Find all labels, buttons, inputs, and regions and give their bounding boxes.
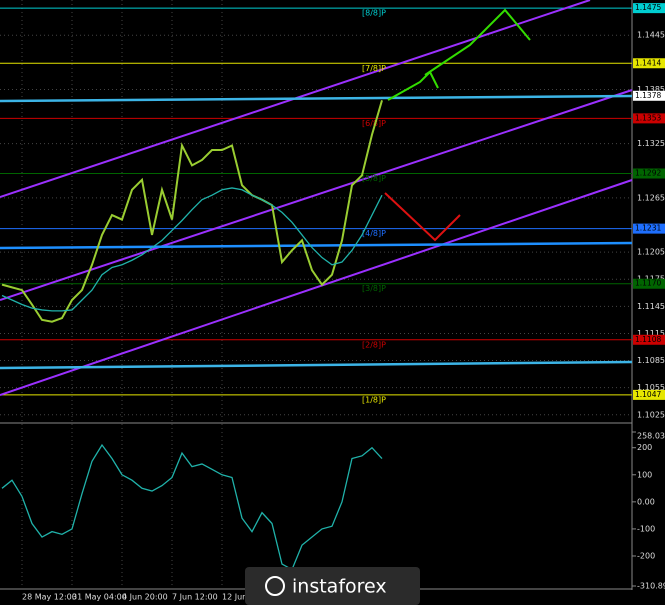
y-tick-label: 1.1445 <box>637 31 665 40</box>
level-label: [7/8]P <box>362 64 386 73</box>
level-box <box>633 113 665 124</box>
last-price-box <box>633 90 665 101</box>
level-value: 1.1108 <box>635 335 661 344</box>
level-value: 1.1170 <box>635 279 661 288</box>
level-box <box>633 334 665 345</box>
series-line <box>1 100 383 323</box>
y-tick-label: 1.1025 <box>637 410 665 419</box>
forecast-arrows <box>384 8 531 242</box>
support-line <box>0 360 633 370</box>
x-tick-label: 12 Jun <box>222 593 247 602</box>
y-tick-label: 1.1145 <box>637 302 665 311</box>
y-tick-label: 1.1205 <box>637 248 665 257</box>
level-value: 1.1047 <box>635 390 661 399</box>
level-label: [2/8]P <box>362 340 386 349</box>
level-value: 1.1414 <box>635 58 661 67</box>
series-line <box>1 443 383 571</box>
level-value: 1.1292 <box>635 168 661 177</box>
y-tick-label: -200 <box>637 551 655 560</box>
level-box <box>633 389 665 400</box>
arrow <box>424 8 531 76</box>
support-line <box>0 94 633 103</box>
support-line <box>0 241 633 250</box>
level-box <box>633 223 665 234</box>
y-tick-label: 200 <box>637 443 652 452</box>
x-tick-label: 28 May 12:00 <box>22 593 77 602</box>
y-tick-label: 1.1325 <box>637 139 665 148</box>
x-tick-label: 4 Jun 20:00 <box>122 593 168 602</box>
arrow <box>384 192 461 242</box>
y-tick-label: -310.896 <box>637 582 665 591</box>
y-tick-label: 1.1385 <box>637 85 665 94</box>
level-label: [4/8]P <box>362 229 386 238</box>
level-box <box>633 278 665 289</box>
level-label: [3/8]P <box>362 284 386 293</box>
level-box <box>633 168 665 179</box>
watermark: instaforex <box>292 576 387 598</box>
x-tick-label: 31 May 04:00 <box>72 593 127 602</box>
y-tick-label: 100 <box>637 470 652 479</box>
arrow <box>387 70 439 101</box>
level-box <box>633 58 665 69</box>
y-tick-label: 1.1085 <box>637 356 665 365</box>
level-value: 1.1475 <box>635 3 661 12</box>
level-box <box>633 3 665 14</box>
watermark-box: instaforex <box>245 567 420 605</box>
y-tick-label: 1.1265 <box>637 193 665 202</box>
last-price: 1.1378 <box>635 91 661 100</box>
y-tick-label: 1.1115 <box>637 329 665 338</box>
logo <box>265 576 285 596</box>
y-tick-label: 1.1055 <box>637 383 665 392</box>
level-value: 1.1353 <box>635 113 661 122</box>
series-line <box>1 187 383 312</box>
level-label: [5/8]P <box>362 174 386 183</box>
y-tick-label: 0.00 <box>637 497 655 506</box>
channel-line <box>0 89 633 301</box>
level-label: [6/8]P <box>362 119 386 128</box>
y-tick-label: 258.0386 <box>637 432 665 441</box>
level-value: 1.1231 <box>635 224 661 233</box>
support-lines <box>0 94 633 370</box>
watermark-bg <box>245 567 420 605</box>
level-label: [8/8]P <box>362 9 386 18</box>
level-label: [1/8]P <box>362 395 386 404</box>
channel-line <box>0 179 633 396</box>
y-tick-label: -100 <box>637 524 655 533</box>
x-tick-label: 7 Jun 12:00 <box>172 593 218 602</box>
